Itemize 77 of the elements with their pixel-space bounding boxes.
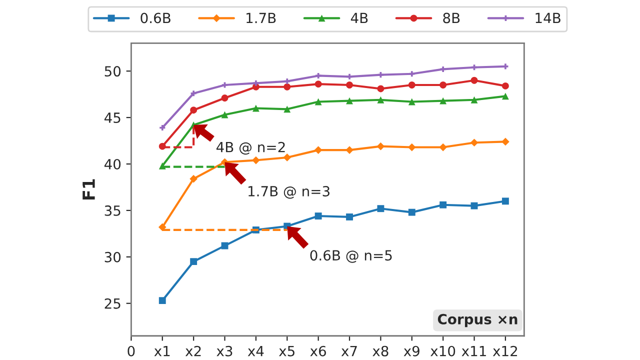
point bbox=[440, 201, 447, 208]
point bbox=[190, 258, 198, 266]
annotation: 0.6B @ n=5 bbox=[310, 250, 392, 263]
legend-label: 14B bbox=[536, 12, 560, 24]
annotation: 4B @ n=2 bbox=[216, 142, 285, 155]
point bbox=[377, 96, 384, 104]
point bbox=[190, 174, 198, 183]
point bbox=[408, 143, 416, 152]
y-tick-label: 30 bbox=[104, 252, 121, 262]
point bbox=[439, 143, 447, 152]
point bbox=[158, 297, 166, 304]
x-tick-label: x12 bbox=[492, 346, 517, 356]
point bbox=[314, 98, 322, 106]
point bbox=[346, 82, 353, 88]
point bbox=[314, 80, 322, 88]
point bbox=[471, 64, 478, 70]
point bbox=[377, 205, 384, 212]
y-tick-label: 35 bbox=[104, 205, 120, 216]
y-tick-label: 50 bbox=[104, 66, 121, 77]
x-tick-label: x9 bbox=[404, 346, 420, 356]
point bbox=[253, 80, 259, 86]
annotation: Corpus ×n bbox=[438, 314, 518, 328]
x-tick-label: x10 bbox=[430, 346, 456, 356]
point bbox=[409, 71, 415, 77]
point bbox=[346, 74, 352, 80]
x-tick-label: x1 bbox=[154, 346, 170, 356]
point bbox=[346, 146, 354, 154]
point bbox=[252, 104, 260, 112]
point bbox=[470, 138, 478, 147]
point bbox=[440, 66, 446, 72]
y-tick-label: 45 bbox=[104, 112, 120, 124]
legend-label: 4B bbox=[350, 12, 368, 24]
point bbox=[252, 156, 260, 164]
point bbox=[190, 90, 196, 96]
point bbox=[502, 82, 509, 90]
point bbox=[314, 212, 322, 220]
y-tick-label: 25 bbox=[104, 298, 120, 309]
y-axis-title: F1 bbox=[82, 179, 95, 200]
legend-label: 0.6B bbox=[140, 12, 170, 24]
point bbox=[283, 154, 292, 162]
point bbox=[470, 202, 478, 210]
point bbox=[377, 85, 384, 92]
point bbox=[502, 92, 509, 100]
point bbox=[221, 94, 228, 102]
point bbox=[284, 78, 290, 84]
point bbox=[346, 213, 353, 220]
point bbox=[314, 146, 322, 154]
point bbox=[440, 82, 447, 88]
x-tick-label: x6 bbox=[310, 346, 326, 356]
point bbox=[502, 138, 510, 146]
legend-label: 1.7B bbox=[246, 12, 276, 24]
point bbox=[440, 97, 447, 104]
point bbox=[158, 223, 166, 232]
y-tick-label: 40 bbox=[104, 158, 121, 170]
x-tick-label: x2 bbox=[185, 346, 201, 356]
point bbox=[408, 82, 416, 88]
x-tick-label: x8 bbox=[372, 346, 388, 356]
point bbox=[502, 198, 509, 205]
x-tick-label: x5 bbox=[279, 346, 294, 356]
x-tick-label: x4 bbox=[248, 346, 264, 356]
point bbox=[284, 106, 291, 113]
point bbox=[408, 208, 416, 216]
point bbox=[346, 97, 353, 104]
legend-label: 8B bbox=[443, 12, 460, 24]
point bbox=[376, 142, 385, 150]
annotation: 1.7B @ n=3 bbox=[248, 186, 330, 199]
point bbox=[408, 98, 416, 106]
x-tick-label: x3 bbox=[216, 346, 232, 356]
x-tick-label: 0 bbox=[128, 346, 135, 356]
point bbox=[222, 82, 228, 88]
point bbox=[160, 124, 166, 131]
x-tick-label: x11 bbox=[462, 346, 486, 356]
x-tick-label: x7 bbox=[341, 346, 357, 356]
point bbox=[284, 83, 291, 90]
point bbox=[190, 106, 198, 114]
point bbox=[470, 96, 478, 104]
point bbox=[470, 76, 478, 84]
